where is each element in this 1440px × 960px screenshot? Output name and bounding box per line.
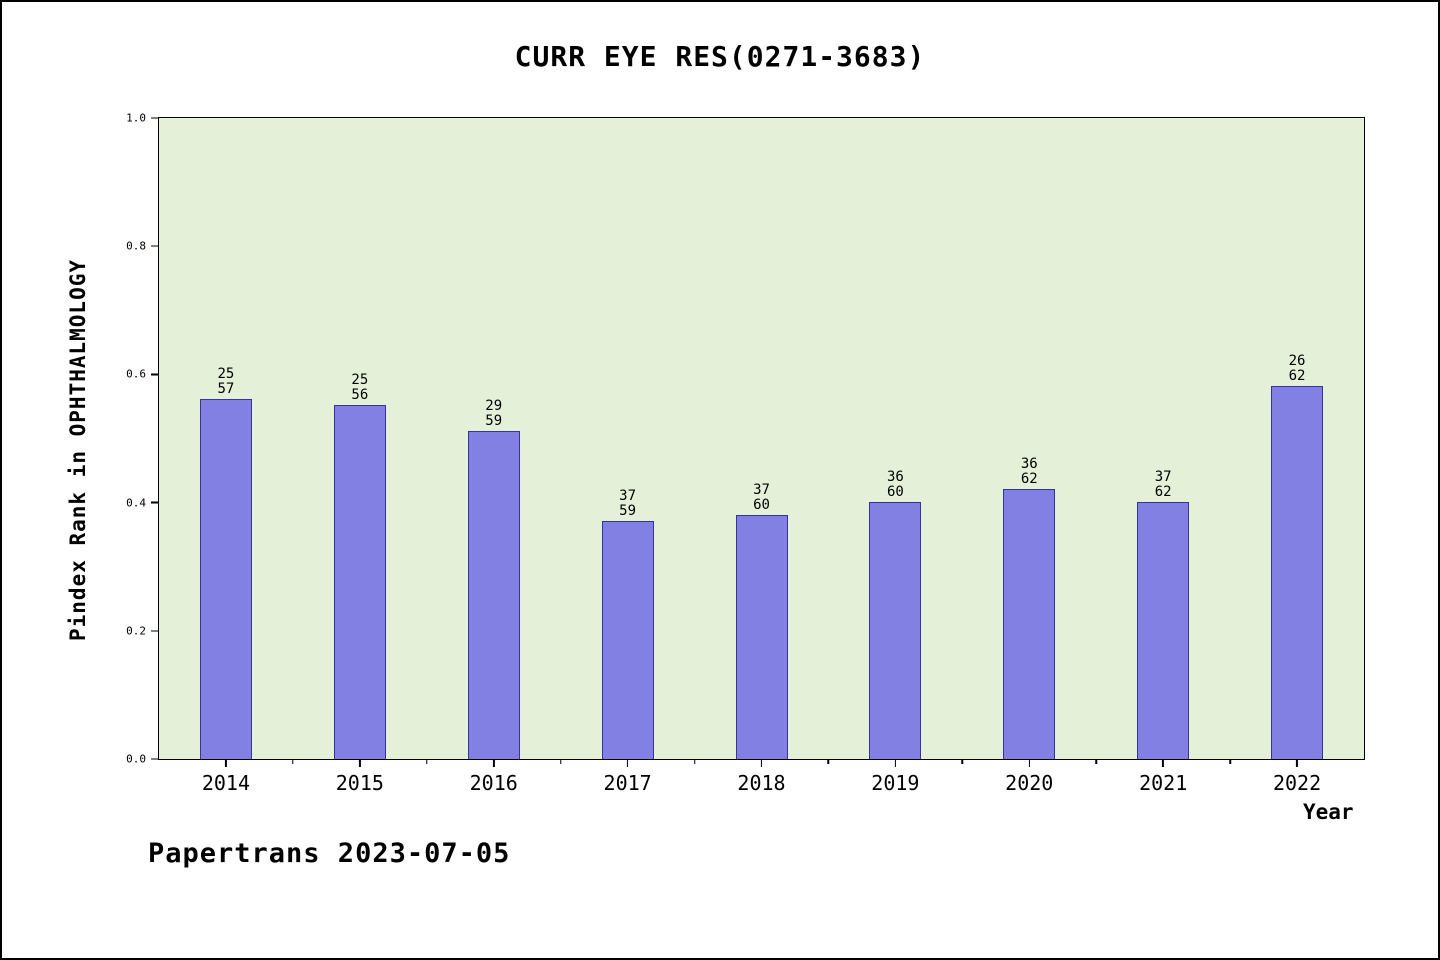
x-tick-label: 2016: [469, 771, 518, 795]
x-tick: 2019: [871, 759, 919, 795]
x-tick-mark: [1028, 759, 1031, 767]
bar-value-label: 36 60: [886, 468, 904, 500]
y-tick-label: 0.4: [126, 496, 146, 510]
x-tick: 2014: [202, 759, 250, 795]
x-tick: 2018: [737, 759, 786, 795]
bar-group: 37 62: [1137, 468, 1190, 759]
bar: [601, 521, 654, 759]
y-tick: 0.4: [126, 496, 159, 509]
y-tick-mark: [151, 373, 159, 376]
x-tick-mark: [225, 759, 227, 767]
plot-area: 0.0 0.2 0.4 0.6 0.8 1.0 25 57 2014 25 56 2015 29 59 20…: [126, 112, 1365, 795]
x-minor-tick-mark: [292, 759, 294, 764]
y-tick: 0.6: [126, 368, 159, 381]
x-tick-mark: [626, 759, 629, 767]
x-tick: 2021: [1139, 759, 1187, 795]
bar-group: 25 57: [199, 365, 252, 759]
x-minor-tick-mark: [961, 759, 964, 764]
x-tick: 2017: [604, 759, 652, 795]
x-tick-mark: [359, 759, 361, 767]
bar: [1271, 386, 1324, 759]
x-minor-tick-mark: [827, 759, 830, 764]
y-tick-mark: [151, 758, 159, 760]
x-tick-label: 2018: [737, 771, 786, 795]
bar: [869, 501, 922, 759]
y-axis-label: Pindex Rank in OPHTHALMOLOGY: [66, 258, 90, 642]
y-tick-label: 0.0: [126, 752, 146, 766]
bar: [1137, 501, 1190, 759]
bar: [735, 514, 788, 759]
x-minor-tick-mark: [1095, 759, 1097, 764]
x-tick: 2020: [1005, 759, 1053, 795]
bar-value-label: 37 59: [619, 488, 637, 520]
bar-value-label: 29 59: [485, 398, 503, 430]
x-minor-tick-mark: [1229, 759, 1231, 764]
x-tick-label: 2020: [1005, 771, 1054, 795]
y-tick: 0.0: [126, 753, 159, 766]
bar-group: 37 60: [735, 481, 788, 759]
y-tick-label: 0.6: [126, 367, 146, 381]
bar-group: 29 59: [467, 398, 520, 759]
y-tick-label: 1.0: [126, 111, 146, 125]
bar: [199, 398, 252, 759]
y-tick-mark: [151, 245, 159, 247]
footer-watermark: Papertrans 2023-07-05: [148, 838, 511, 869]
x-tick: 2016: [470, 759, 518, 795]
bar: [467, 431, 520, 759]
bar-group: 36 62: [1003, 455, 1056, 759]
y-tick-label: 0.2: [126, 624, 146, 638]
x-tick-label: 2019: [871, 771, 920, 795]
x-tick-mark: [492, 759, 495, 767]
x-tick-label: 2014: [201, 771, 251, 795]
x-tick-mark: [760, 759, 763, 767]
bar-group: 37 59: [601, 488, 654, 759]
y-tick-label: 0.8: [126, 239, 146, 253]
x-tick-label: 2022: [1272, 771, 1322, 795]
x-axis-label: Year: [1303, 800, 1354, 824]
bar: [1003, 488, 1056, 759]
bar-value-label: 25 56: [351, 372, 369, 404]
x-tick-label: 2015: [335, 771, 384, 795]
bar-value-label: 25 57: [217, 365, 235, 397]
y-tick-mark: [151, 630, 159, 632]
bar-group: 36 60: [869, 468, 922, 759]
x-tick-label: 2021: [1139, 771, 1188, 795]
y-tick: 0.8: [126, 240, 159, 253]
x-tick-mark: [1296, 759, 1298, 767]
x-minor-tick-mark: [693, 759, 696, 764]
y-tick-mark: [151, 117, 159, 119]
bar-value-label: 37 60: [753, 481, 770, 513]
y-tick: 0.2: [126, 624, 159, 637]
chart-title: CURR EYE RES(0271-3683): [514, 40, 926, 73]
x-tick: 2015: [336, 759, 384, 795]
y-tick: 1.0: [126, 112, 159, 125]
x-minor-tick-mark: [426, 759, 428, 764]
x-tick: 2022: [1273, 759, 1321, 795]
y-tick-mark: [151, 501, 159, 504]
bar-group: 26 62: [1271, 353, 1324, 759]
x-tick-mark: [1162, 759, 1164, 767]
bar-value-label: 26 62: [1288, 353, 1306, 385]
x-minor-tick-mark: [559, 759, 562, 764]
bar: [333, 405, 386, 759]
x-tick-mark: [894, 759, 897, 767]
bar-value-label: 36 62: [1020, 455, 1038, 487]
x-tick-label: 2017: [603, 771, 652, 795]
bar-group: 25 56: [333, 372, 386, 759]
bar-value-label: 37 62: [1154, 468, 1172, 500]
